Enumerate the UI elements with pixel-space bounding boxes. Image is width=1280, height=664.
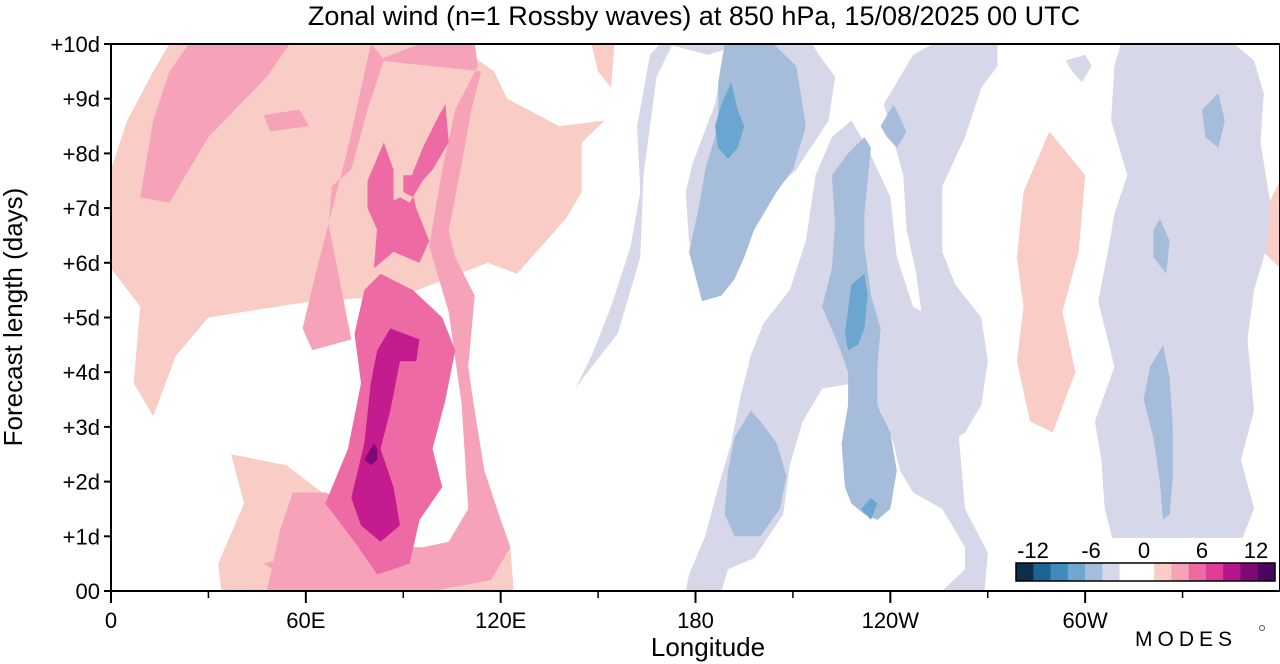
contour-pos2-region-3 — [591, 44, 615, 88]
y-tick-label: +3d — [63, 415, 100, 440]
y-tick-label: +5d — [63, 306, 100, 331]
contour-neg2-region-6 — [1094, 44, 1271, 581]
contour-neg6-region-2 — [844, 273, 868, 351]
y-tick-label: +1d — [63, 524, 100, 549]
x-axis: 0 60E 120E 180 120W 60W — [105, 591, 1184, 633]
contour-neg2-region-5 — [1065, 54, 1092, 83]
contour-pos2-region-1 — [111, 44, 605, 416]
y-axis: 00 +1d +2d +3d +4d +5d +6d +7d +8d +9d +10d — [50, 32, 111, 604]
contour-neg6-region-1 — [715, 82, 745, 159]
x-tick-label: 120E — [475, 608, 526, 633]
contour-pos8-region-2 — [380, 333, 417, 362]
y-tick-label: +8d — [63, 141, 100, 166]
colorbar-label: 6 — [1196, 538, 1208, 563]
contour-neg6-region-3 — [861, 498, 878, 520]
contour-pos4-region-3 — [266, 44, 511, 591]
colorbar-swatch — [1154, 563, 1172, 581]
contour-neg2-region-4 — [883, 44, 998, 455]
chart-title: Zonal wind (n=1 Rossby waves) at 850 hPa… — [308, 1, 1080, 31]
colorbar-label: -6 — [1081, 538, 1101, 563]
contour-neg4-region-2 — [724, 410, 787, 537]
colorbar-swatch — [1119, 563, 1138, 581]
contour-neg4-region-1 — [689, 44, 806, 302]
contour-neg4-region-6 — [1153, 219, 1170, 274]
contour-neg4-region-5 — [1143, 344, 1173, 520]
contour-pos10-region-1 — [364, 443, 378, 466]
colorbar-swatch — [1033, 563, 1051, 581]
colorbar-swatch — [1067, 563, 1086, 581]
colorbar-swatch — [1085, 563, 1103, 581]
colorbar-label: -12 — [1017, 538, 1049, 563]
colorbar-label: 12 — [1244, 538, 1268, 563]
contour-fills — [111, 44, 1280, 591]
y-axis-label: Forecast length (days) — [0, 188, 28, 447]
contour-pos4-region-1 — [140, 44, 290, 203]
contour-pos4-region-2 — [263, 109, 310, 132]
x-axis-label: Longitude — [651, 632, 765, 662]
colorbar: -12 -6 0 6 12 — [1011, 538, 1279, 586]
contour-pos2-region-5 — [1017, 131, 1086, 433]
colorbar-swatch — [1223, 563, 1241, 581]
contour-neg2-region-2 — [575, 44, 673, 389]
y-tick-label: +4d — [63, 360, 100, 385]
colorbar-swatch — [1205, 563, 1224, 581]
y-tick-label: 00 — [76, 579, 100, 604]
colorbar-frame — [1015, 562, 1276, 582]
colorbar-swatch — [1102, 563, 1120, 581]
colorbar-swatch — [1171, 563, 1190, 581]
modes-logo: MODES — [1135, 628, 1237, 651]
y-tick-label: +6d — [63, 251, 100, 276]
colorbar-swatch — [1136, 563, 1155, 581]
contour-pos2-region-4 — [1263, 180, 1280, 269]
colorbar-swatch — [1050, 563, 1069, 581]
y-tick-label: +10d — [50, 32, 100, 57]
colorbar-swatch — [1257, 563, 1276, 581]
y-tick-label: +2d — [63, 470, 100, 495]
colorbar-label: 0 — [1138, 538, 1150, 563]
contour-pos4-region-5 — [302, 44, 384, 351]
contour-neg4-region-7 — [1202, 93, 1225, 148]
registered-mark — [1259, 625, 1265, 631]
contour-neg4-region-4 — [880, 104, 907, 148]
contour-pos8-region-1 — [351, 328, 420, 542]
colorbar-swatch — [1188, 563, 1207, 581]
contour-pos6-region-3 — [403, 175, 413, 198]
contour-pos6-region-4 — [367, 142, 394, 230]
y-tick-label: +7d — [63, 196, 100, 221]
x-tick-label: 120W — [862, 608, 920, 633]
contour-pos4-region-4 — [263, 558, 284, 575]
colorbar-swatch — [1240, 563, 1259, 581]
x-tick-label: 60W — [1063, 608, 1108, 633]
y-tick-label: +9d — [63, 87, 100, 112]
colorbar-swatch — [1016, 563, 1034, 581]
x-tick-label: 0 — [105, 608, 117, 633]
x-tick-label: 60E — [286, 608, 325, 633]
x-tick-label: 180 — [677, 608, 714, 633]
